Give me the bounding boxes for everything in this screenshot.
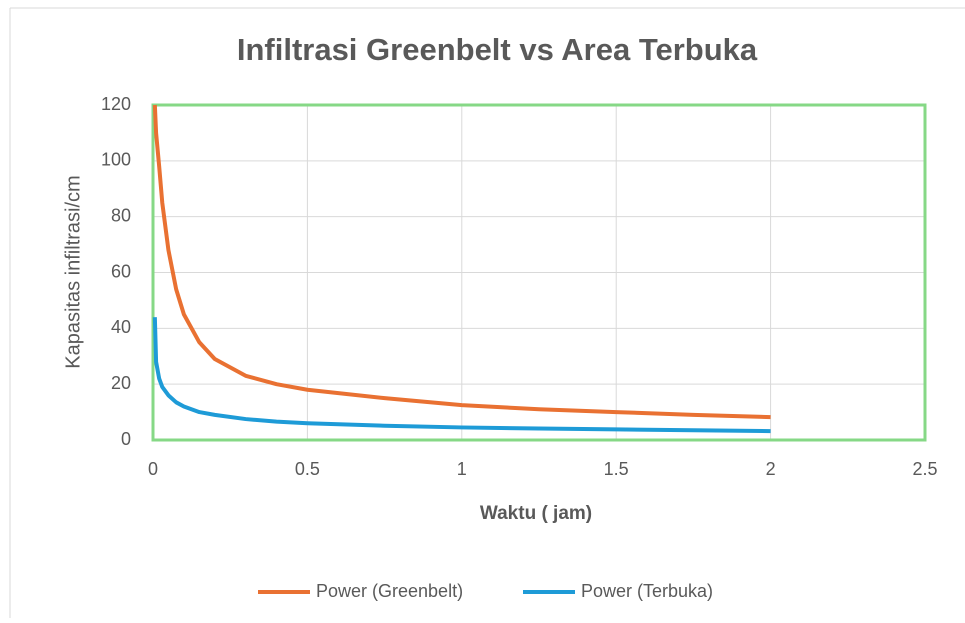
y-tick-label: 20 [111, 373, 131, 393]
y-tick-label: 80 [111, 205, 131, 225]
series-line [152, 317, 771, 434]
x-tick-label: 0.5 [295, 459, 320, 479]
y-axis-title: Kapasitas infiltrasi/cm [62, 175, 84, 368]
x-tick-label: 1.5 [604, 459, 629, 479]
x-tick-label: 0 [148, 459, 158, 479]
legend-label: Power (Terbuka) [581, 581, 713, 601]
x-tick-label: 1 [457, 459, 467, 479]
y-tick-label: 40 [111, 317, 131, 337]
y-tick-label: 60 [111, 261, 131, 281]
chart-title: Infiltrasi Greenbelt vs Area Terbuka [237, 32, 758, 67]
y-tick-label: 0 [121, 429, 131, 449]
legend-label: Power (Greenbelt) [316, 581, 463, 601]
plot-border [151, 103, 927, 442]
x-tick-label: 2.5 [912, 459, 937, 479]
x-tick-label: 2 [766, 459, 776, 479]
x-axis-title: Waktu ( jam) [480, 503, 592, 524]
y-tick-label: 100 [101, 150, 131, 170]
series-line [152, 104, 771, 420]
y-tick-label: 120 [101, 94, 131, 114]
